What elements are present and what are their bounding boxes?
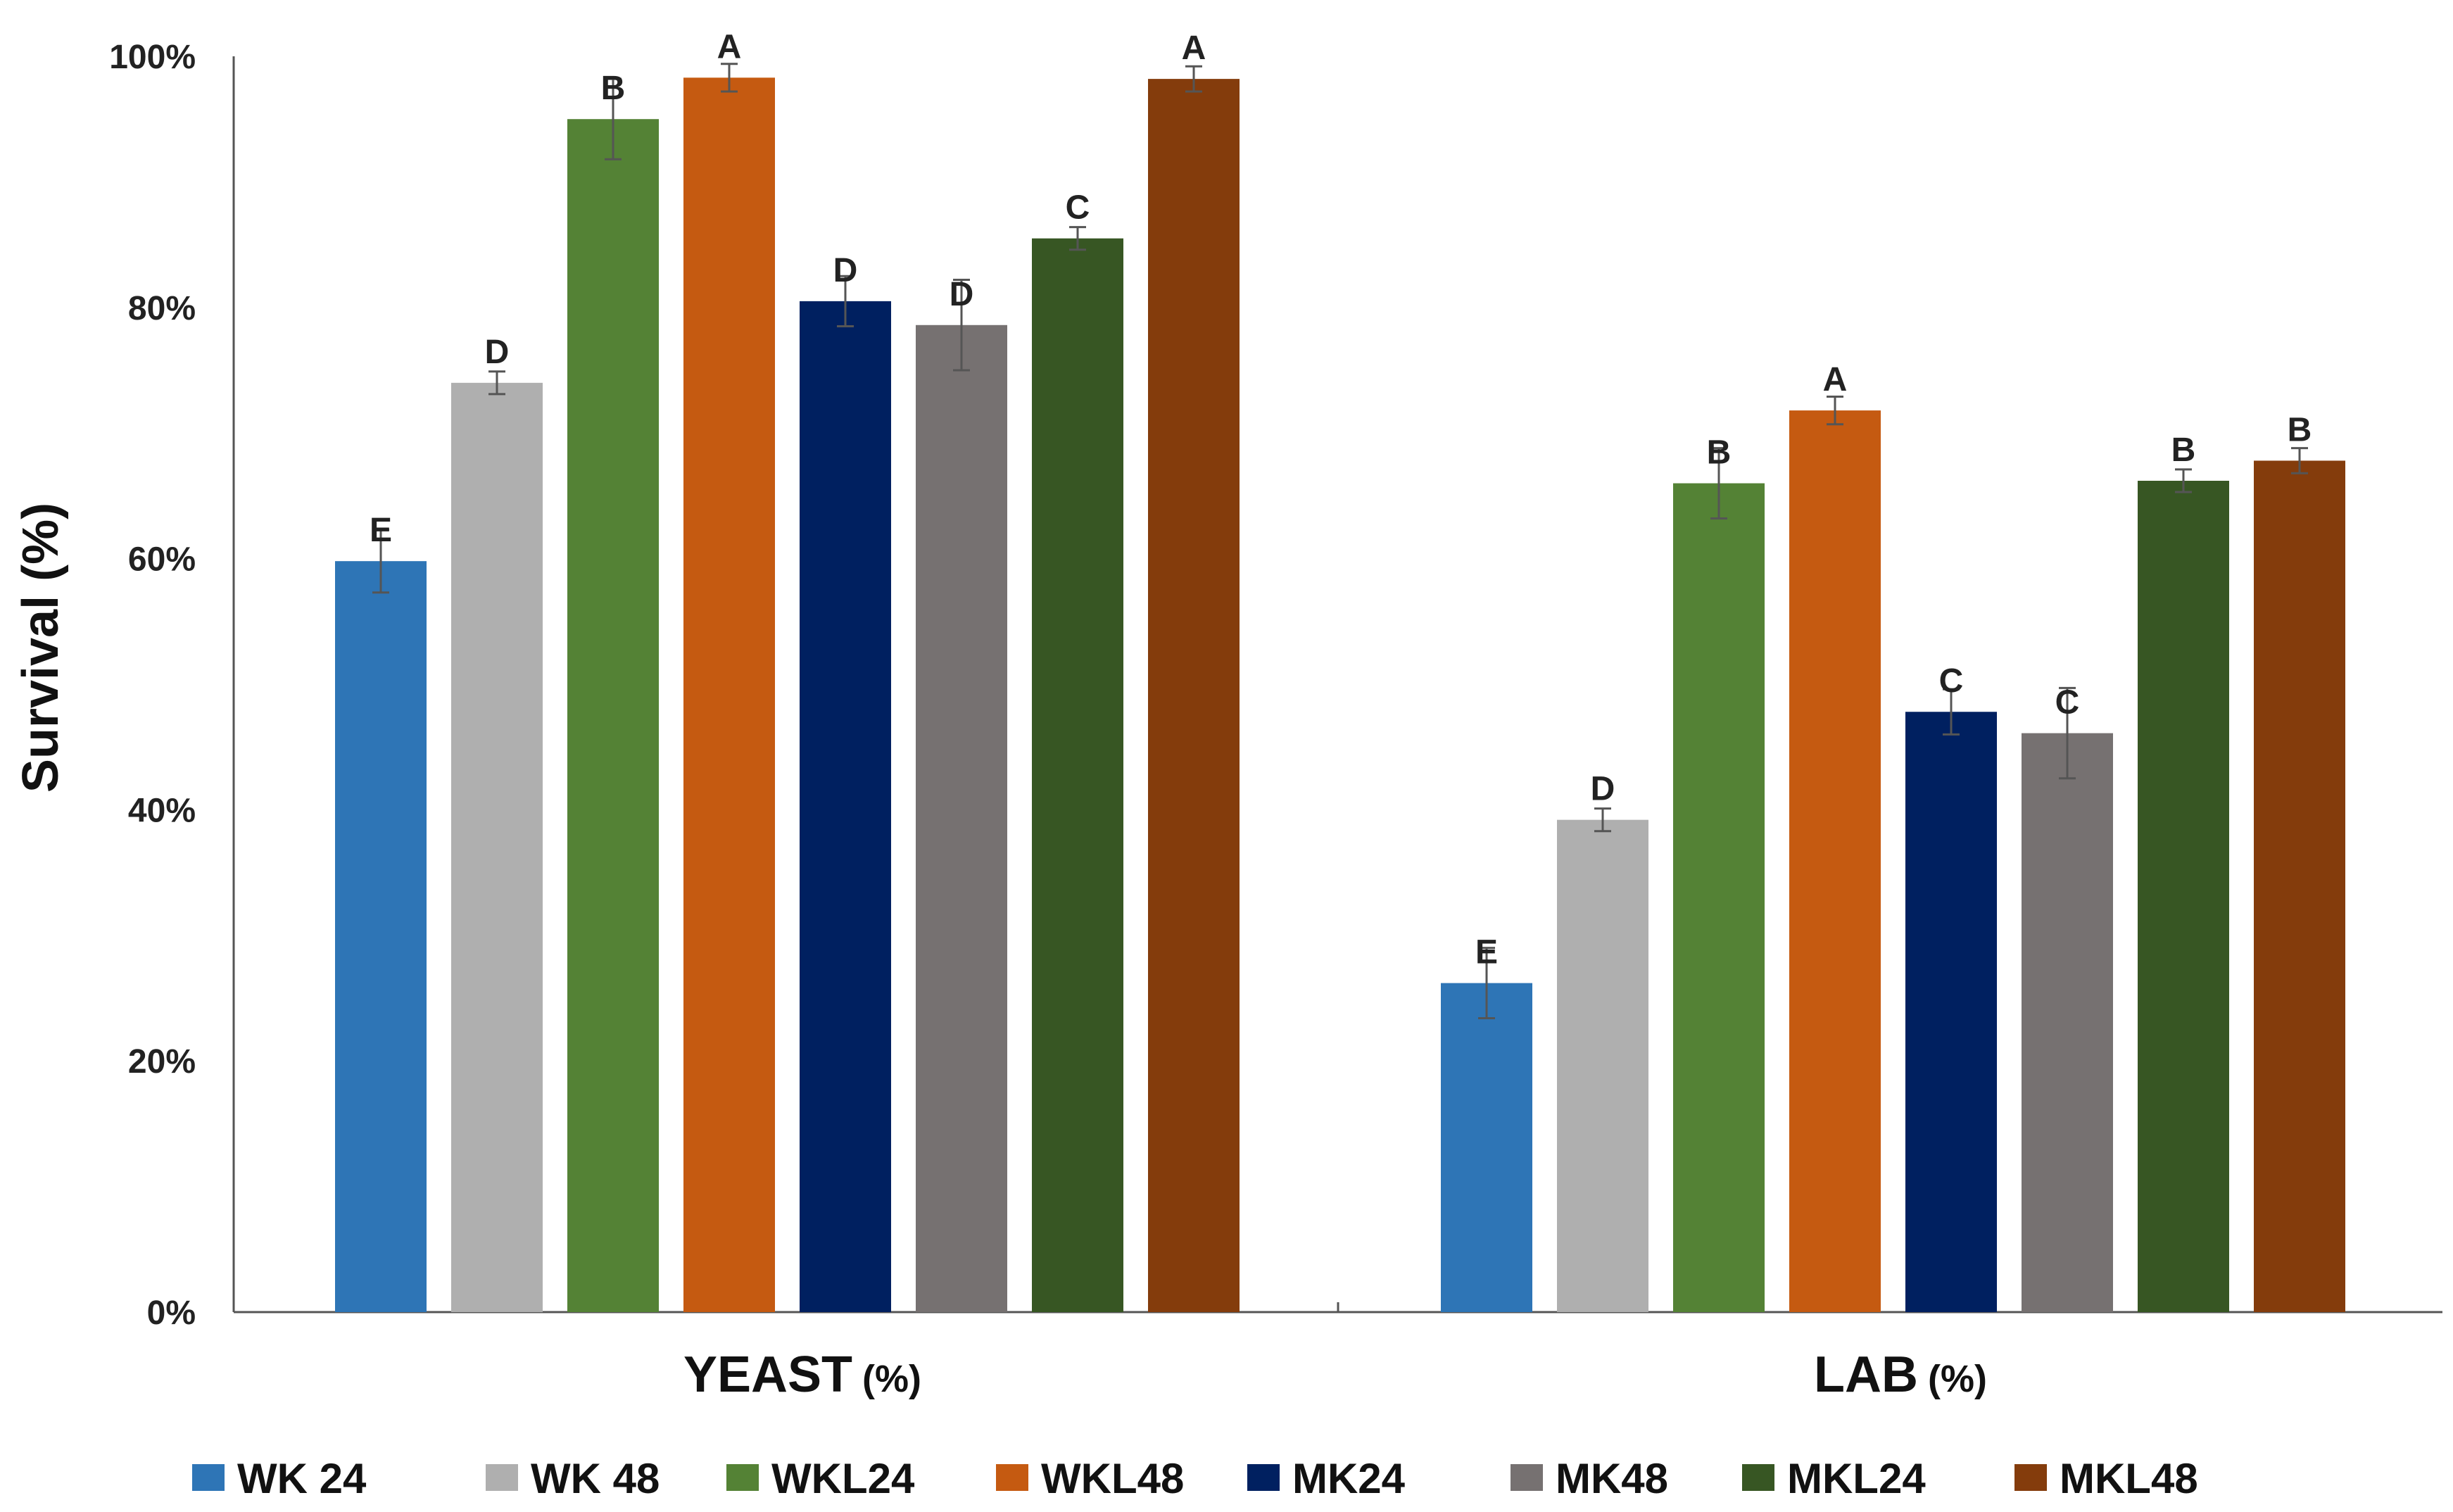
y-tick-labels: 0% 20% 40% 60% 80% 100% — [109, 39, 196, 1332]
x-category-labels: YEAST (%) LAB (%) — [683, 1347, 1987, 1403]
legend-label: WKL24 — [771, 1455, 915, 1502]
y-axis-label: Survival (%) — [13, 503, 69, 793]
error-bar — [837, 275, 854, 328]
legend-swatch — [486, 1464, 518, 1491]
legend-item: MK48 — [1511, 1455, 1668, 1502]
significance-letter: E — [1475, 934, 1498, 971]
category-name: YEAST — [683, 1347, 852, 1403]
legend-item: MKL24 — [1742, 1455, 1926, 1502]
bar-mk24-lab — [1905, 712, 1997, 1312]
significance-letter: D — [1591, 771, 1615, 808]
significance-letter: B — [601, 70, 626, 107]
bar-wk24-yeast — [335, 561, 427, 1313]
significance-letter: A — [1823, 361, 1848, 398]
legend-swatch — [1247, 1464, 1280, 1491]
bars — [335, 77, 2345, 1313]
significance-letters: E D B A D D C A E D B A C C B B — [370, 28, 2312, 971]
legend-label: MK24 — [1292, 1455, 1406, 1502]
legend-label: MKL24 — [1787, 1455, 1926, 1502]
legend: WK 24 WK 48 WKL24 WKL48 MK24 MK48 MKL24 MKL48 — [192, 1455, 2198, 1502]
error-bar — [953, 279, 970, 372]
significance-letter: C — [1066, 189, 1090, 227]
legend-item: WKL48 — [996, 1455, 1184, 1502]
error-bar — [1827, 395, 1843, 426]
legend-item: WK 48 — [486, 1455, 660, 1502]
legend-swatch — [1511, 1464, 1543, 1491]
bar-wkl24-yeast — [567, 119, 659, 1313]
error-bar — [372, 529, 389, 594]
significance-letter: A — [717, 28, 742, 65]
error-bar — [1943, 688, 1960, 736]
category-unit: (%) — [1928, 1358, 1987, 1400]
y-tick-label: 40% — [128, 792, 196, 829]
bar-wkl24-lab — [1673, 483, 1765, 1312]
significance-letter: D — [485, 334, 510, 371]
significance-letter: E — [370, 512, 392, 549]
legend-item: MKL48 — [2014, 1455, 2198, 1502]
legend-swatch — [192, 1464, 225, 1491]
error-bar — [1478, 947, 1495, 1020]
y-tick-label: 0% — [147, 1294, 196, 1332]
legend-label: WK 48 — [531, 1455, 660, 1502]
bar-wk48-yeast — [451, 382, 543, 1312]
y-tick-label: 20% — [128, 1043, 196, 1081]
legend-swatch — [996, 1464, 1028, 1491]
error-bar — [605, 77, 622, 160]
significance-letter: A — [1182, 30, 1206, 67]
bar-mk48-yeast — [916, 325, 1007, 1312]
significance-letter: B — [1707, 434, 1732, 472]
significance-letter: B — [2171, 431, 2196, 469]
error-bar — [1069, 226, 1086, 251]
y-tick-label: 100% — [109, 39, 196, 76]
y-tick-label: 80% — [128, 290, 196, 327]
error-bar — [1594, 807, 1611, 833]
error-bar — [488, 370, 505, 396]
significance-letter: C — [1939, 662, 1964, 700]
bar-mkl24-lab — [2138, 480, 2229, 1313]
legend-label: MK48 — [1556, 1455, 1668, 1502]
legend-swatch — [1742, 1464, 1774, 1491]
x-category-label-lab: LAB (%) — [1814, 1347, 1987, 1403]
legend-item: WKL24 — [726, 1455, 915, 1502]
error-bars — [372, 63, 2308, 1020]
legend-label: WKL48 — [1041, 1455, 1184, 1502]
bar-mk24-yeast — [800, 301, 891, 1312]
error-bar — [2059, 686, 2076, 780]
bar-mk48-lab — [2022, 733, 2113, 1312]
error-bar — [1185, 65, 1202, 93]
x-category-label-yeast: YEAST (%) — [683, 1347, 921, 1403]
legend-swatch — [726, 1464, 759, 1491]
bar-wkl48-lab — [1789, 410, 1881, 1312]
legend-item: WK 24 — [192, 1455, 367, 1502]
error-bar — [2291, 447, 2308, 474]
bar-wk24-lab — [1441, 983, 1532, 1312]
category-name: LAB — [1814, 1347, 1918, 1403]
legend-label: WK 24 — [237, 1455, 367, 1502]
bar-mkl24-yeast — [1032, 238, 1123, 1313]
bar-mkl48-yeast — [1148, 79, 1240, 1312]
legend-label: MKL48 — [2060, 1455, 2198, 1502]
significance-letter: D — [833, 252, 858, 289]
error-bar — [1710, 447, 1727, 520]
error-bar — [2175, 468, 2192, 493]
significance-letter: D — [950, 276, 974, 313]
bar-mkl48-lab — [2254, 460, 2345, 1312]
category-unit: (%) — [862, 1358, 921, 1400]
significance-letter: C — [2055, 684, 2080, 722]
legend-swatch — [2014, 1464, 2047, 1491]
legend-item: MK24 — [1247, 1455, 1406, 1502]
error-bar — [721, 63, 738, 93]
significance-letter: B — [2288, 411, 2312, 448]
bar-wkl48-yeast — [683, 77, 775, 1312]
y-tick-label: 60% — [128, 541, 196, 579]
bar-wk48-lab — [1557, 819, 1648, 1312]
